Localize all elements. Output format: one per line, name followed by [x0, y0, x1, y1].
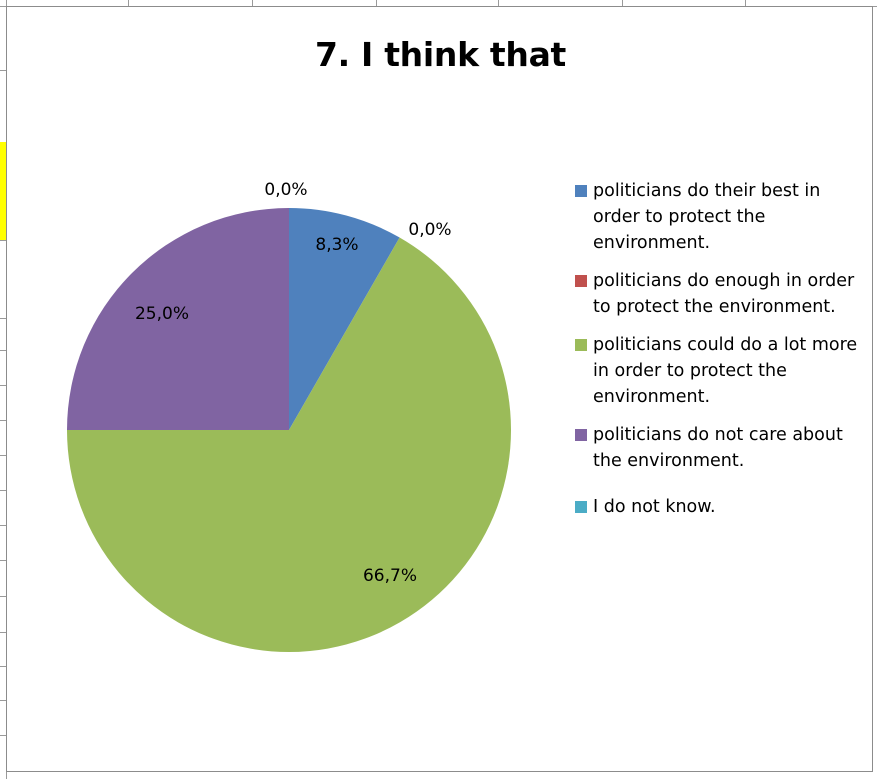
legend-label: I do not know.: [593, 497, 716, 517]
legend-label: politicians do not care about the enviro…: [593, 425, 843, 471]
chart-legend[interactable]: politicians do their best in order to pr…: [575, 178, 865, 532]
legend-item-1: politicians do enough in order to protec…: [575, 268, 865, 320]
legend-swatch-icon: [575, 501, 587, 513]
legend-swatch-icon: [575, 185, 587, 197]
data-label: 25,0%: [135, 304, 189, 324]
legend-label: politicians could do a lot more in order…: [593, 335, 857, 407]
legend-swatch-icon: [575, 339, 587, 351]
legend-item-4: I do not know.: [575, 494, 865, 520]
legend-swatch-icon: [575, 275, 587, 287]
data-label: 0,0%: [408, 220, 451, 240]
legend-item-0: politicians do their best in order to pr…: [575, 178, 865, 256]
legend-item-3: politicians do not care about the enviro…: [575, 422, 865, 474]
legend-item-2: politicians could do a lot more in order…: [575, 332, 865, 410]
legend-label: politicians do their best in order to pr…: [593, 181, 820, 253]
data-label: 0,0%: [264, 180, 307, 200]
legend-label: politicians do enough in order to protec…: [593, 271, 854, 317]
data-label: 66,7%: [363, 566, 417, 586]
data-label: 8,3%: [315, 235, 358, 255]
legend-swatch-icon: [575, 429, 587, 441]
